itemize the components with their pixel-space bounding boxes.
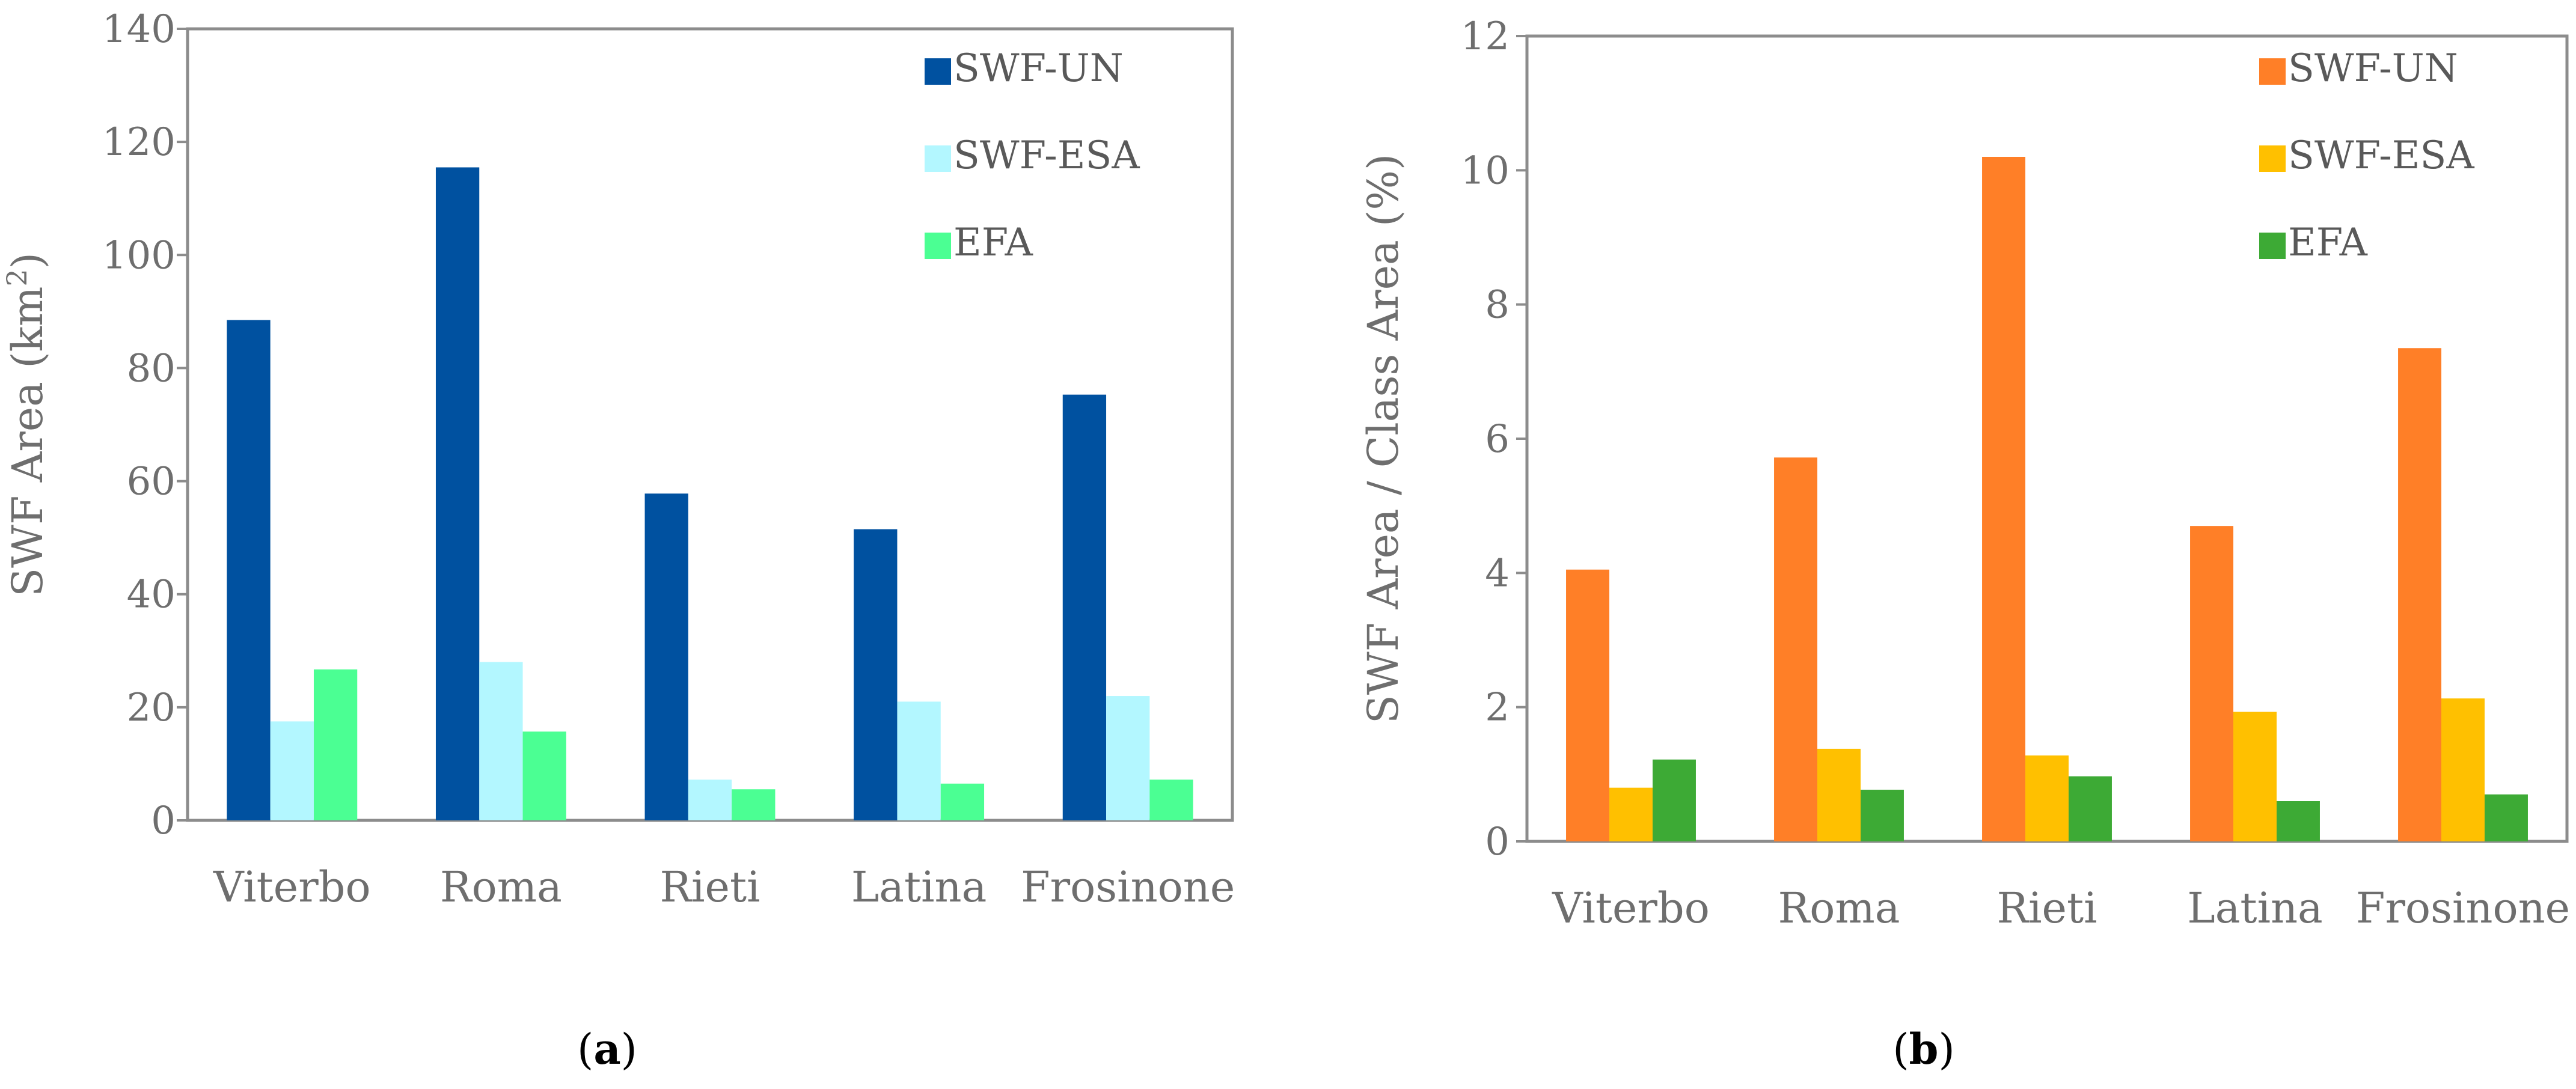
y-axis-title-superscript: 2 xyxy=(1,269,33,286)
bar-swf-un-latina xyxy=(2190,526,2234,841)
x-category-label: Rieti xyxy=(659,862,760,912)
legend-swatch-efa xyxy=(925,233,951,259)
panel-label-open: ( xyxy=(577,1025,593,1074)
y-tick-label: 60 xyxy=(127,460,176,504)
y-tick-label: 0 xyxy=(151,799,176,843)
bar-swf-un-frosinone xyxy=(1062,394,1107,820)
legend-swatch-efa xyxy=(2259,233,2286,259)
legend-label-swf-un: SWF-UN xyxy=(953,46,1124,91)
y-axis-title: SWF Area (km2) xyxy=(1,252,52,597)
y-tick-label: 10 xyxy=(1461,148,1510,193)
x-category-label: Latina xyxy=(2187,883,2323,933)
x-category-label: Viterbo xyxy=(213,862,371,912)
bar-swf-un-viterbo xyxy=(227,320,271,820)
chart-panel-b: 0 2 4 6 8 10 12 SWF Area / Class Area (%) Viterb… xyxy=(1359,14,2570,1074)
bar-swf-esa-roma xyxy=(479,662,523,820)
y-tick-label: 6 xyxy=(1485,417,1510,462)
y-tick-label: 140 xyxy=(102,7,176,52)
bar-efa-rieti xyxy=(2068,776,2112,841)
bar-efa-frosinone xyxy=(2484,794,2528,841)
y-axis-title-main: SWF Area (km xyxy=(3,287,52,597)
bar-efa-frosinone xyxy=(1149,779,1193,820)
y-tick-label: 20 xyxy=(127,686,176,730)
panel-label-letter: b xyxy=(1909,1024,1939,1074)
legend-label-efa: EFA xyxy=(2288,221,2368,265)
bar-efa-roma xyxy=(522,731,566,820)
legend-label-swf-esa: SWF-ESA xyxy=(953,133,1140,178)
bar-swf-un-roma xyxy=(1774,457,1818,841)
panel-label-open: ( xyxy=(1892,1025,1909,1074)
bar-swf-esa-latina xyxy=(2233,712,2277,841)
panel-label-close: ) xyxy=(621,1025,637,1074)
y-axis-title: SWF Area / Class Area (%) xyxy=(1359,154,1408,724)
x-category-label: Roma xyxy=(1778,883,1900,933)
legend-swatch-swf-esa xyxy=(925,145,951,172)
x-category-label: Rieti xyxy=(1996,883,2097,933)
y-tick-label: 0 xyxy=(1485,820,1510,864)
legend-label-swf-esa: SWF-ESA xyxy=(2288,133,2474,178)
y-axis-title-tail: ) xyxy=(3,252,52,269)
bar-efa-roma xyxy=(1860,790,1904,841)
y-tick-label: 120 xyxy=(102,120,176,165)
x-category-label: Frosinone xyxy=(1021,862,1235,912)
bar-swf-esa-rieti xyxy=(688,779,732,820)
bar-swf-esa-latina xyxy=(897,701,941,820)
bar-efa-viterbo xyxy=(313,669,358,820)
bar-efa-viterbo xyxy=(1652,759,1696,841)
y-tick-label: 40 xyxy=(127,573,176,617)
x-category-label: Roma xyxy=(440,862,562,912)
legend-label-efa: EFA xyxy=(953,221,1033,265)
legend-swatch-swf-un xyxy=(925,58,951,85)
bar-efa-latina xyxy=(940,783,985,820)
panel-label: (a) xyxy=(577,1024,637,1074)
bar-swf-un-rieti xyxy=(1982,157,2026,841)
x-category-label: Frosinone xyxy=(2356,883,2570,933)
y-tick-label: 100 xyxy=(102,233,176,278)
y-tick-label: 8 xyxy=(1485,283,1510,328)
bar-swf-esa-viterbo xyxy=(1609,787,1653,841)
bar-efa-rieti xyxy=(732,789,776,820)
y-tick-label: 12 xyxy=(1461,14,1510,59)
legend-swatch-swf-un xyxy=(2259,58,2286,85)
bar-swf-un-latina xyxy=(854,529,898,820)
y-tick-label: 2 xyxy=(1485,686,1510,730)
x-category-label: Latina xyxy=(851,862,987,912)
bar-swf-esa-roma xyxy=(1817,748,1861,841)
panel-label-close: ) xyxy=(1938,1025,1954,1074)
bar-swf-esa-viterbo xyxy=(270,721,314,820)
bar-swf-un-roma xyxy=(435,167,480,821)
bar-swf-un-viterbo xyxy=(1566,569,1610,841)
y-tick-label: 4 xyxy=(1485,551,1510,596)
panel-label-letter: a xyxy=(593,1024,620,1074)
chart-panel-a: 0 20 40 60 80 100 120 140 SWF Area (km2) Viterbo R… xyxy=(1,7,1235,1074)
panel-label: (b) xyxy=(1892,1024,1955,1074)
legend-label-swf-un: SWF-UN xyxy=(2288,46,2458,91)
bar-swf-un-rieti xyxy=(644,493,688,820)
bar-swf-esa-frosinone xyxy=(1106,696,1150,820)
x-category-label: Viterbo xyxy=(1552,883,1710,933)
bar-swf-un-frosinone xyxy=(2398,348,2442,841)
legend-swatch-swf-esa xyxy=(2259,145,2286,172)
y-tick-label: 80 xyxy=(127,346,176,391)
bar-swf-esa-rieti xyxy=(2025,755,2069,841)
bar-swf-esa-frosinone xyxy=(2441,698,2485,841)
bar-efa-latina xyxy=(2276,801,2320,841)
